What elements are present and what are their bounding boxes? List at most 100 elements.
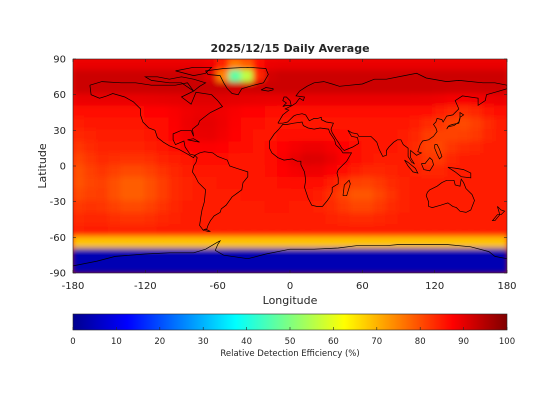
field-cell	[301, 81, 316, 96]
coastline-segment	[447, 166, 472, 179]
coastline-segment	[175, 66, 213, 76]
field-cell	[469, 248, 484, 263]
field-cell	[337, 212, 352, 227]
field-cell	[385, 212, 400, 227]
field-cell	[252, 59, 267, 72]
field-cell	[264, 141, 279, 156]
field-cell	[192, 69, 207, 84]
field-cell	[325, 224, 340, 239]
field-cell	[481, 129, 496, 144]
field-cell	[216, 93, 231, 108]
field-cell	[385, 248, 400, 263]
field-cell	[96, 117, 111, 132]
field-cell	[108, 117, 123, 132]
colorbar-tick-label: 0	[70, 337, 75, 347]
field-cell	[469, 236, 484, 251]
field-cell	[493, 129, 507, 144]
field-cell	[108, 188, 123, 203]
field-cell	[144, 176, 159, 191]
field-cell	[313, 153, 328, 167]
field-cell	[469, 153, 484, 167]
coastline-segment	[421, 157, 434, 172]
field-cell	[252, 165, 267, 179]
field-cell	[361, 59, 376, 72]
field-cell	[264, 188, 279, 203]
field-cell	[84, 129, 99, 144]
field-cell	[228, 153, 243, 167]
field-cell	[385, 105, 400, 120]
field-cell	[73, 248, 87, 263]
field-cell	[445, 59, 460, 72]
field-cell	[156, 224, 171, 239]
field-cell	[493, 188, 507, 203]
colorbar-tick-label: 80	[415, 337, 426, 347]
field-cell	[144, 165, 159, 179]
field-cell	[168, 176, 183, 191]
field-cell	[373, 153, 388, 167]
field-cell	[228, 212, 243, 227]
field-cell	[361, 224, 376, 239]
field-cell	[120, 93, 135, 108]
field-cell	[289, 248, 304, 263]
coastline-segment	[282, 96, 292, 107]
field-cell	[433, 105, 448, 120]
field-cell	[301, 188, 316, 203]
field-cell	[276, 105, 291, 120]
field-cell	[349, 236, 364, 251]
field-cell	[301, 153, 316, 167]
field-cell	[397, 129, 412, 144]
field-cell	[180, 236, 195, 251]
field-cell	[409, 224, 424, 239]
field-cell	[204, 176, 219, 191]
field-cell	[96, 260, 111, 273]
field-cell	[349, 188, 364, 203]
field-cell	[481, 59, 496, 72]
field-cell	[204, 153, 219, 167]
field-cell	[240, 69, 255, 84]
field-cell	[385, 153, 400, 167]
field-cell	[252, 212, 267, 227]
field-cell	[84, 212, 99, 227]
field-cell	[264, 59, 279, 72]
field-cell	[409, 59, 424, 72]
field-cell	[373, 200, 388, 215]
field-cell	[108, 176, 123, 191]
field-cell	[457, 260, 472, 273]
field-cell	[445, 165, 460, 179]
field-cell	[73, 260, 87, 273]
field-cell	[445, 212, 460, 227]
field-cell	[73, 93, 87, 108]
field-cell	[493, 212, 507, 227]
x-tick-label: -60	[209, 281, 225, 292]
field-cell	[216, 129, 231, 144]
field-cell	[96, 153, 111, 167]
field-cell	[228, 105, 243, 120]
field-cell	[168, 260, 183, 273]
field-cell	[180, 105, 195, 120]
field-cell	[84, 93, 99, 108]
field-cell	[96, 81, 111, 96]
field-cell	[216, 188, 231, 203]
field-cell	[481, 81, 496, 96]
field-cell	[385, 93, 400, 108]
field-cell	[385, 81, 400, 96]
field-cell	[397, 200, 412, 215]
field-cell	[144, 236, 159, 251]
field-cell	[204, 248, 219, 263]
field-cell	[361, 117, 376, 132]
field-cell	[204, 188, 219, 203]
field-cell	[240, 248, 255, 263]
field-cell	[325, 105, 340, 120]
field-cell	[156, 165, 171, 179]
field-cell	[192, 248, 207, 263]
field-cell	[457, 93, 472, 108]
field-cell	[301, 141, 316, 156]
field-cell	[493, 141, 507, 156]
field-cell	[397, 188, 412, 203]
field-cell	[276, 236, 291, 251]
field-cell	[289, 212, 304, 227]
field-cell	[252, 129, 267, 144]
y-tick-label: 0	[60, 162, 66, 173]
y-tick-label: 60	[53, 90, 66, 101]
field-cell	[457, 117, 472, 132]
